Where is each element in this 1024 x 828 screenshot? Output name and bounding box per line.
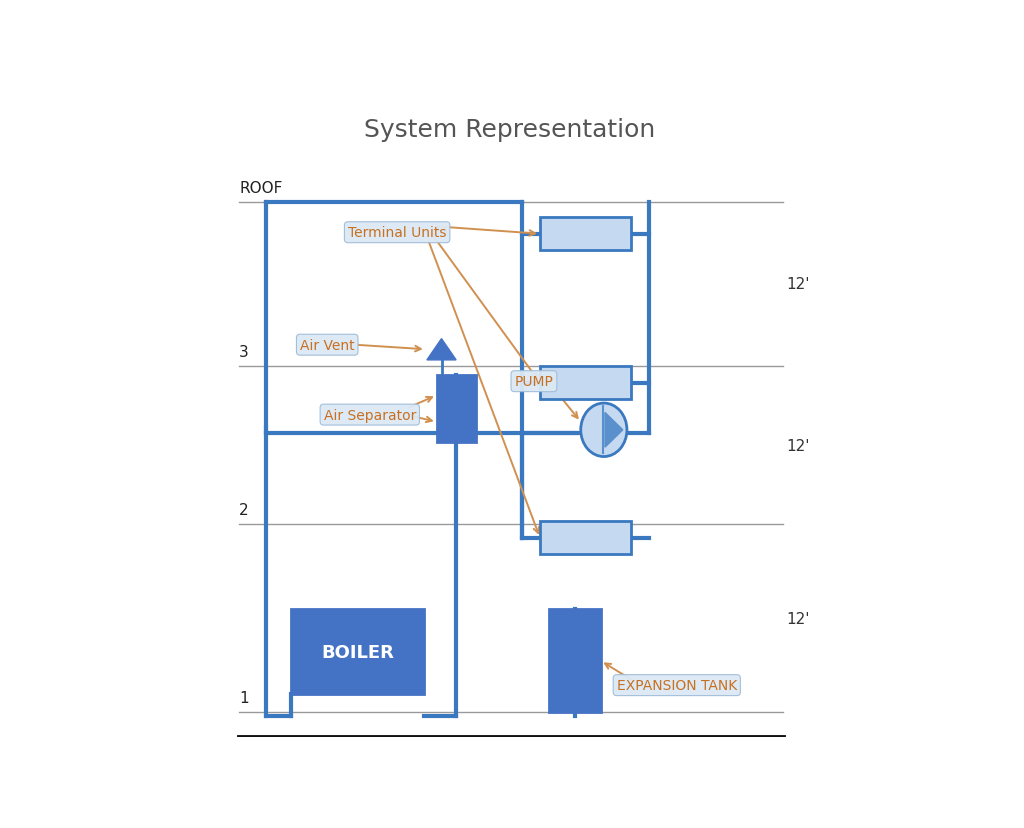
Text: 1: 1 bbox=[239, 691, 249, 705]
FancyBboxPatch shape bbox=[436, 376, 476, 442]
Polygon shape bbox=[605, 413, 623, 448]
FancyBboxPatch shape bbox=[291, 609, 425, 695]
Text: System Representation: System Representation bbox=[364, 118, 655, 142]
FancyBboxPatch shape bbox=[549, 609, 601, 713]
Text: 2: 2 bbox=[239, 502, 249, 518]
Text: EXPANSION TANK: EXPANSION TANK bbox=[616, 678, 737, 692]
FancyBboxPatch shape bbox=[540, 367, 631, 400]
FancyBboxPatch shape bbox=[540, 218, 631, 251]
Text: 12': 12' bbox=[786, 438, 810, 453]
Text: 12': 12' bbox=[786, 277, 810, 292]
Text: BOILER: BOILER bbox=[322, 643, 394, 661]
Polygon shape bbox=[427, 339, 456, 360]
Text: Air Vent: Air Vent bbox=[300, 339, 354, 352]
FancyBboxPatch shape bbox=[540, 522, 631, 555]
Text: Terminal Units: Terminal Units bbox=[348, 226, 446, 240]
Ellipse shape bbox=[581, 403, 627, 457]
Text: ROOF: ROOF bbox=[239, 181, 283, 195]
Text: 3: 3 bbox=[239, 344, 249, 359]
Text: 12': 12' bbox=[786, 611, 810, 626]
Text: Air Separator: Air Separator bbox=[324, 408, 416, 422]
Text: PUMP: PUMP bbox=[514, 375, 553, 388]
